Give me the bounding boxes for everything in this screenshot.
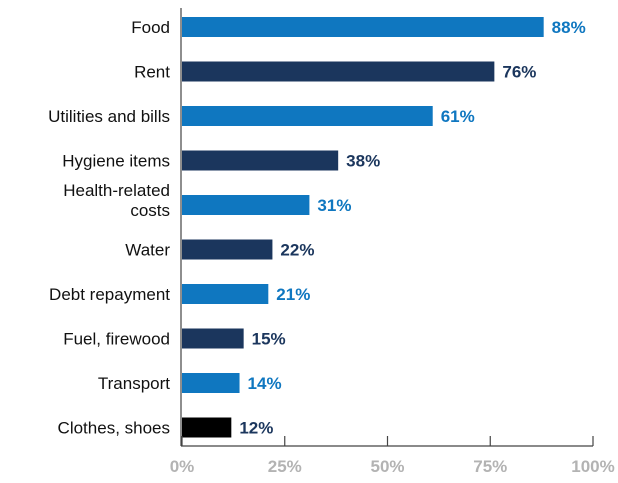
value-label: 15% (252, 330, 286, 349)
bar (182, 239, 273, 260)
value-label: 38% (346, 152, 380, 171)
value-label: 88% (552, 18, 586, 37)
category-label: Hygiene items (62, 152, 170, 171)
category-label: Food (131, 18, 170, 37)
category-label: Fuel, firewood (63, 330, 170, 349)
category-label: Transport (98, 374, 170, 393)
x-tick-label: 25% (268, 457, 302, 476)
x-tick-label: 50% (370, 457, 404, 476)
bar (182, 195, 310, 215)
x-axis: 0% 25% 50% 75% 100% (170, 8, 615, 476)
value-label: 31% (317, 196, 351, 215)
category-label: Clothes, shoes (58, 419, 170, 438)
category-label-line: Health-related (63, 181, 170, 200)
category-label: Rent (134, 63, 170, 82)
value-label: 61% (441, 107, 475, 126)
bar (182, 106, 433, 126)
category-labels-group: Food Rent Utilities and bills Hygiene items… (48, 18, 170, 438)
bar (182, 17, 544, 37)
bars-group (182, 17, 544, 438)
value-label: 22% (280, 241, 314, 260)
value-label: 14% (248, 374, 282, 393)
value-label: 12% (239, 419, 273, 438)
category-label: Water (125, 241, 170, 260)
value-labels-group: 88% 76% 61% 38% 31% 22% 21% 15% 14% 12% (239, 18, 585, 438)
category-label: Health-related costs (63, 181, 170, 220)
bar (182, 328, 244, 349)
bar (182, 373, 240, 393)
x-tick-label: 0% (170, 457, 195, 476)
value-label: 76% (502, 63, 536, 82)
x-tick-label: 100% (571, 457, 614, 476)
bar (182, 150, 339, 171)
value-label: 21% (276, 285, 310, 304)
bar (182, 417, 232, 438)
bar (182, 284, 269, 304)
x-tick-label: 75% (473, 457, 507, 476)
category-label: Debt repayment (49, 285, 170, 304)
bar (182, 61, 495, 82)
category-label-line: costs (130, 201, 170, 220)
category-label: Utilities and bills (48, 107, 170, 126)
